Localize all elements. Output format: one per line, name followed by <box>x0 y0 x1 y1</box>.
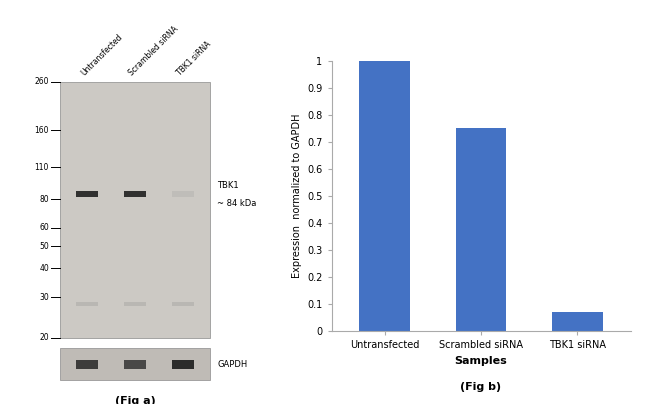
Text: 20: 20 <box>40 333 49 342</box>
Bar <box>172 191 194 198</box>
Text: 80: 80 <box>40 195 49 204</box>
Text: 160: 160 <box>34 126 49 135</box>
Text: 110: 110 <box>34 163 49 172</box>
Bar <box>172 360 194 368</box>
Bar <box>77 191 98 198</box>
Bar <box>60 348 210 380</box>
Bar <box>124 302 146 306</box>
Text: ~ 84 kDa: ~ 84 kDa <box>217 199 257 208</box>
Text: Untransfected: Untransfected <box>79 32 124 77</box>
Y-axis label: Expression  normalized to GAPDH: Expression normalized to GAPDH <box>292 114 302 278</box>
Bar <box>552 312 603 331</box>
Bar <box>456 128 506 331</box>
Text: 260: 260 <box>34 77 49 86</box>
Text: TBK1 siRNA: TBK1 siRNA <box>175 40 213 77</box>
Text: (Fig b): (Fig b) <box>460 382 502 392</box>
Text: 40: 40 <box>39 264 49 273</box>
Text: 50: 50 <box>39 242 49 250</box>
Bar <box>77 360 98 368</box>
Bar <box>60 82 210 338</box>
Text: Scrambled siRNA: Scrambled siRNA <box>127 24 180 77</box>
Text: 30: 30 <box>39 292 49 302</box>
Bar <box>172 302 194 306</box>
Text: (Fig a): (Fig a) <box>114 396 155 404</box>
Text: 60: 60 <box>39 223 49 232</box>
Bar <box>124 191 146 198</box>
Bar <box>359 61 410 331</box>
Bar <box>124 360 146 368</box>
Bar <box>77 302 98 306</box>
Text: TBK1: TBK1 <box>217 181 239 190</box>
Text: GAPDH: GAPDH <box>217 360 248 369</box>
X-axis label: Samples: Samples <box>454 356 508 366</box>
